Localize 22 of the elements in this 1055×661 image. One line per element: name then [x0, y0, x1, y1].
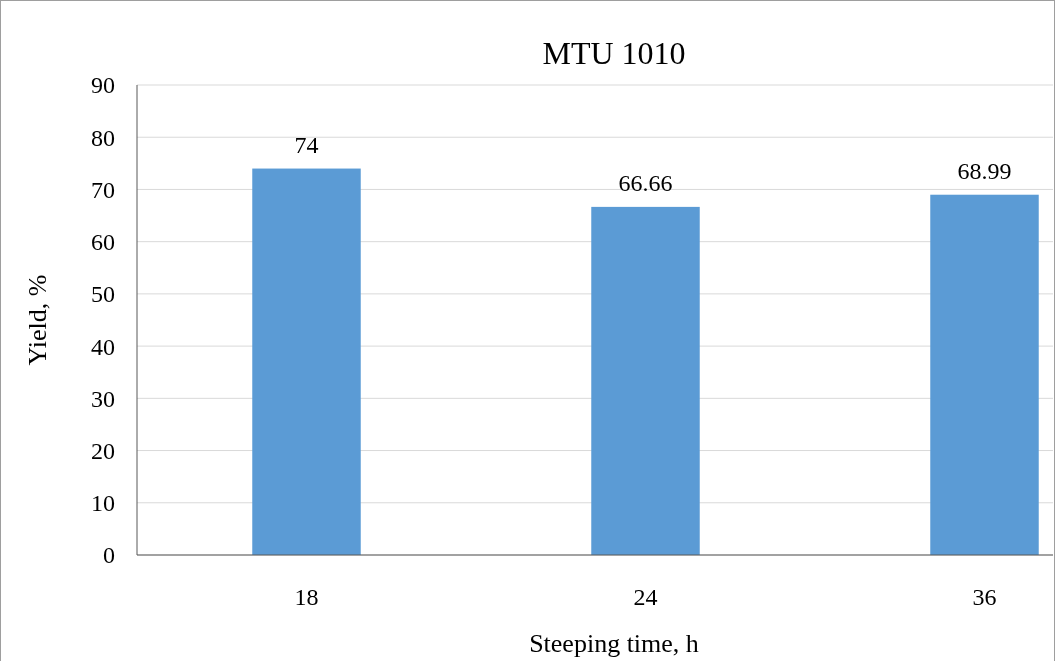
x-axis-title: Steeping time, h — [529, 629, 699, 658]
y-tick-label: 40 — [91, 333, 115, 360]
y-tick-label: 0 — [103, 542, 115, 569]
bar — [591, 206, 700, 555]
y-tick-label: 60 — [91, 229, 115, 256]
y-axis-title: Yield, % — [23, 274, 52, 366]
y-tick-label: 70 — [91, 176, 115, 203]
bar — [930, 194, 1039, 555]
y-tick-label: 30 — [91, 385, 115, 412]
x-tick-label: 36 — [972, 584, 997, 610]
y-tick-label: 90 — [91, 72, 115, 99]
x-tick-label: 18 — [294, 584, 319, 610]
y-tick-label: 80 — [91, 124, 115, 151]
y-tick-label: 50 — [91, 281, 115, 308]
data-label: 74 — [294, 131, 319, 158]
y-tick-label: 10 — [91, 490, 115, 517]
chart-title: MTU 1010 — [542, 35, 686, 71]
x-tick-label: 24 — [633, 584, 658, 610]
bar — [252, 168, 361, 555]
data-label: 66.66 — [618, 169, 673, 196]
data-label: 68.99 — [957, 157, 1012, 184]
y-tick-label: 20 — [91, 437, 115, 464]
